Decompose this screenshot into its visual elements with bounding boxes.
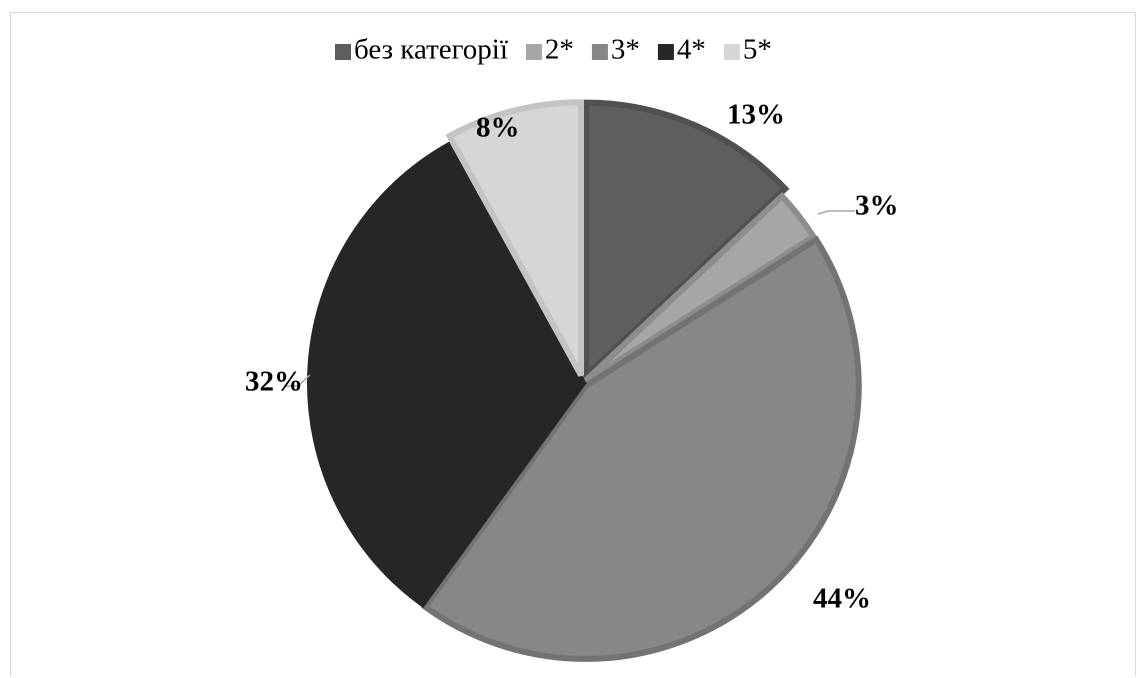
pie-slice-4 [307,139,587,609]
legend-label-5: 5* [743,34,772,66]
legend-label-1: без категорії [354,34,508,66]
pie-slice-2 [580,191,818,386]
legend-swatch-3 [591,44,608,60]
leader-line-4 [284,374,311,387]
legend-label-3: 3* [611,34,640,66]
legend-label-2: 2* [545,34,574,66]
leader-lines [284,210,855,387]
pie-slice-1 [583,99,790,383]
data-label-3: 44% [813,583,871,615]
pie-slice-3 [421,235,862,662]
leader-line-2 [817,210,855,215]
data-label-4: 32% [245,366,303,398]
data-label-2: 3% [855,190,899,222]
pie-slice-5 [445,99,585,377]
data-labels: 13% 3% 44% 32% 8% [245,99,899,615]
legend-swatch-2 [525,44,542,60]
pie-slices [307,99,862,662]
data-label-5: 8% [476,112,520,144]
data-label-1: 13% [727,99,785,131]
legend-swatch-5 [723,44,740,60]
legend: без категорії 2* 3* 4* 5* [335,34,772,66]
legend-swatch-4 [657,44,674,60]
legend-label-4: 4* [677,34,706,66]
legend-swatch-1 [335,44,351,60]
